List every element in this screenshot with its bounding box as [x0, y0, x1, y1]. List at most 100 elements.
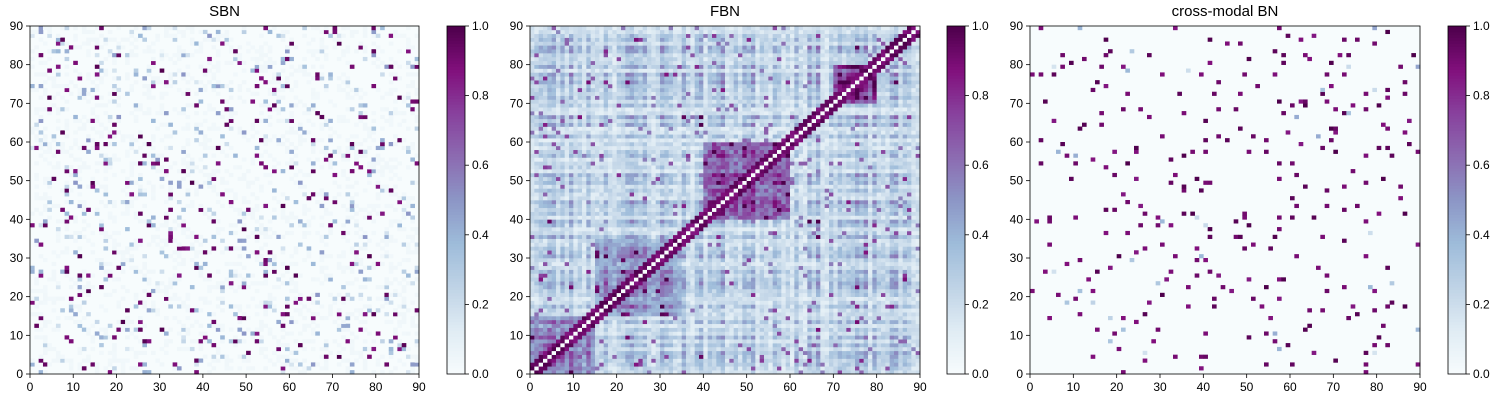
- heatmap-cell: [798, 354, 804, 359]
- heatmap-cell: [707, 288, 713, 294]
- heatmap-cell: [211, 145, 217, 151]
- heatmap-cell: [155, 308, 160, 313]
- heatmap-cell: [829, 331, 834, 336]
- heatmap-cell: [401, 288, 407, 294]
- heatmap-cell: [595, 316, 600, 321]
- heatmap-cell: [246, 184, 251, 189]
- heatmap-cell: [38, 26, 44, 31]
- heatmap-cell: [564, 323, 570, 328]
- heatmap-cell: [263, 265, 269, 270]
- heatmap-cell: [755, 370, 760, 375]
- heatmap-cell: [323, 211, 329, 216]
- heatmap-cell: [168, 285, 173, 290]
- heatmap-cell: [189, 26, 195, 31]
- heatmap-cell: [125, 346, 130, 352]
- heatmap-cell: [582, 304, 587, 309]
- heatmap-cell: [94, 258, 100, 263]
- heatmap-cell: [267, 172, 273, 178]
- heatmap-cell: [790, 300, 795, 305]
- heatmap-cell: [686, 331, 691, 336]
- heatmap-cell: [638, 339, 643, 344]
- heatmap-cell: [310, 76, 316, 81]
- heatmap-cell: [237, 327, 243, 332]
- heatmap-cell: [907, 350, 912, 355]
- heatmap-cell: [354, 254, 359, 259]
- heatmap-cell: [677, 354, 682, 359]
- heatmap-cell: [686, 354, 691, 359]
- heatmap-cell: [863, 304, 869, 309]
- heatmap-cell: [237, 238, 243, 243]
- heatmap-cell: [198, 346, 204, 352]
- heatmap-cell: [215, 192, 221, 197]
- heatmap-cell: [319, 346, 325, 352]
- heatmap-cell: [612, 304, 617, 309]
- heatmap-cell: [285, 331, 290, 336]
- heatmap-cell: [64, 49, 70, 54]
- heatmap-cell: [73, 230, 78, 236]
- heatmap-cell: [889, 277, 895, 282]
- colorbar-segment: [447, 176, 465, 181]
- heatmap-cell: [634, 335, 639, 340]
- heatmap-cell: [349, 281, 355, 286]
- heatmap-cell: [64, 335, 70, 340]
- heatmap-cell: [228, 281, 234, 286]
- heatmap-cell: [829, 319, 834, 325]
- heatmap-cell: [642, 292, 648, 297]
- heatmap-cell: [911, 331, 916, 336]
- heatmap-cell: [582, 335, 587, 340]
- heatmap-cell: [401, 343, 407, 348]
- heatmap-cell: [638, 296, 643, 301]
- heatmap-cell: [202, 277, 208, 282]
- heatmap-cell: [99, 68, 104, 73]
- heatmap-cell: [590, 339, 596, 344]
- heatmap-cell: [263, 269, 269, 274]
- heatmap-cell: [401, 196, 407, 201]
- heatmap-cell: [898, 281, 903, 286]
- heatmap-cell: [647, 370, 652, 375]
- heatmap-cell: [64, 184, 70, 189]
- heatmap-cell: [68, 145, 74, 151]
- heatmap-cell: [168, 122, 173, 127]
- heatmap-cell: [872, 323, 877, 328]
- heatmap-cell: [859, 285, 864, 290]
- heatmap-cell: [289, 223, 294, 228]
- heatmap-cell: [323, 254, 329, 259]
- heatmap-cell: [707, 319, 713, 325]
- heatmap-cell: [215, 169, 221, 174]
- heatmap-cell: [189, 53, 195, 58]
- heatmap-cell: [233, 288, 238, 294]
- heatmap-cell: [406, 72, 411, 77]
- colorbar-segment: [447, 63, 465, 67]
- heatmap-cell: [228, 60, 234, 65]
- heatmap-cell: [803, 327, 808, 332]
- heatmap-cell: [276, 161, 281, 166]
- heatmap-cell: [163, 134, 169, 139]
- heatmap-cell: [716, 366, 721, 371]
- heatmap-cell: [272, 350, 277, 355]
- heatmap-cell: [358, 292, 364, 297]
- heatmap-cell: [742, 370, 747, 375]
- heatmap-cell: [349, 142, 355, 147]
- heatmap-cell: [876, 327, 882, 332]
- heatmap-cell: [716, 296, 721, 301]
- heatmap-cell: [246, 366, 251, 371]
- heatmap-cell: [384, 281, 390, 286]
- heatmap-cell: [569, 346, 574, 352]
- heatmap-cell: [842, 335, 847, 340]
- heatmap-cell: [241, 331, 247, 336]
- heatmap-cell: [116, 41, 122, 46]
- heatmap-cell: [846, 346, 851, 352]
- heatmap-cell: [599, 281, 604, 286]
- heatmap-cell: [388, 64, 394, 69]
- heatmap-cell: [34, 242, 39, 247]
- heatmap-cell: [362, 26, 368, 31]
- heatmap-cell: [621, 346, 626, 352]
- heatmap-cell: [794, 308, 799, 313]
- heatmap-cell: [798, 277, 804, 282]
- heatmap-cell: [103, 331, 109, 336]
- heatmap-cell: [168, 196, 173, 201]
- colorbar-segment: [447, 159, 465, 163]
- heatmap-cell: [120, 269, 126, 274]
- heatmap-cell: [280, 107, 286, 112]
- heatmap-cell: [629, 296, 635, 301]
